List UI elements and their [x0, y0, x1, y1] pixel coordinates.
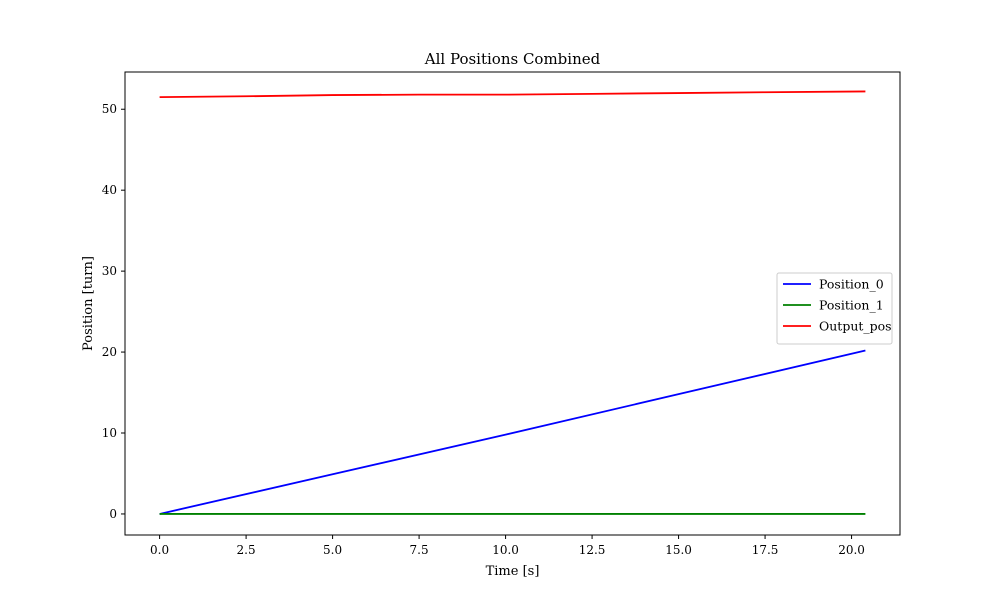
legend-label: Output_pos — [819, 319, 892, 334]
legend-label: Position_1 — [819, 298, 884, 313]
x-tick-label: 0.0 — [150, 543, 169, 557]
y-tick-label: 30 — [102, 264, 117, 278]
x-axis-ticks: 0.0 2.5 5.0 7.5 10.0 12.5 15.0 17.5 20.0 — [150, 535, 865, 557]
x-tick-label: 10.0 — [492, 543, 519, 557]
legend: Position_0 Position_1 Output_pos — [776, 272, 893, 345]
y-tick-label: 0 — [109, 507, 117, 521]
plot-frame — [124, 71, 901, 536]
x-tick-label: 2.5 — [237, 543, 256, 557]
legend-label: Position_0 — [819, 277, 884, 292]
x-tick-label: 7.5 — [410, 543, 429, 557]
y-tick-label: 10 — [102, 426, 117, 440]
x-tick-label: 17.5 — [752, 543, 779, 557]
y-axis-label: Position [turn] — [81, 256, 96, 351]
x-tick-label: 12.5 — [579, 543, 606, 557]
series-line-output-pos — [159, 90, 866, 98]
x-tick-label: 15.0 — [665, 543, 692, 557]
y-tick-label: 40 — [102, 183, 117, 197]
x-axis-label: Time [s] — [486, 564, 540, 579]
y-tick-label: 20 — [102, 345, 117, 359]
x-tick-label: 5.0 — [323, 543, 342, 557]
y-axis-ticks: 0 10 20 30 40 50 — [102, 102, 125, 521]
y-tick-label: 50 — [102, 102, 117, 116]
chart-title: All Positions Combined — [424, 50, 601, 68]
series-line-position-0 — [159, 349, 866, 515]
plot-lines — [159, 90, 866, 515]
x-tick-label: 20.0 — [838, 543, 865, 557]
